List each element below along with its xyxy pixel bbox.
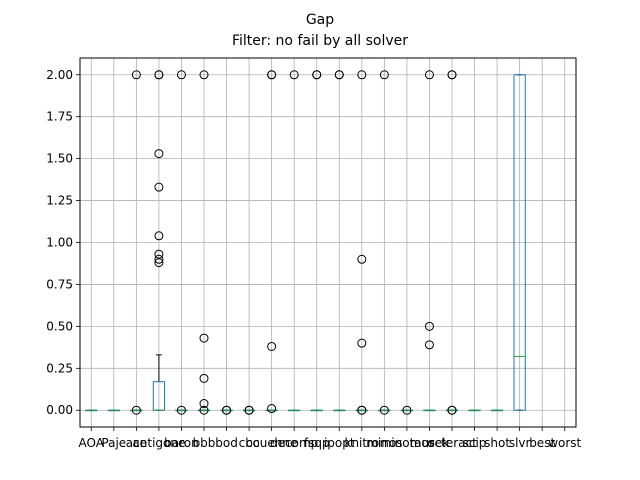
x-tick-label-cbc: cbc — [239, 436, 260, 450]
flier-point — [357, 338, 367, 348]
flier-point — [176, 70, 186, 80]
flier-point — [334, 70, 344, 80]
flier-point — [154, 70, 164, 80]
plot-frame — [79, 57, 577, 428]
flier-point — [267, 341, 277, 351]
y-tick-label: 1.50 — [46, 152, 73, 166]
x-tick-label-knitro: knitro — [345, 436, 380, 450]
x-tick-label-fsqp: fsqp — [304, 436, 330, 450]
y-tick-label: 1.75 — [46, 110, 73, 124]
x-tick-label-mosek: mosek — [410, 436, 450, 450]
x-tick-label-baron: baron — [164, 436, 199, 450]
chart-subtitle: Filter: no fail by all solver — [231, 33, 409, 49]
x-tick-label-ipopt: ipopt — [324, 436, 355, 450]
flier-point — [402, 405, 412, 415]
flier-point — [267, 70, 277, 80]
x-tick-label-minotaur: minotaur — [380, 436, 435, 450]
flier-point — [131, 70, 141, 80]
x-tick-label-shot: shot — [484, 436, 510, 450]
x-tick-label-scip: scip — [463, 436, 487, 450]
flier-point — [199, 399, 209, 409]
flier-point — [176, 405, 186, 415]
flier-point — [312, 70, 322, 80]
flier-point — [267, 404, 277, 414]
x-tick-label-worst: worst — [548, 436, 581, 450]
x-tick-label-bod: bod — [215, 436, 238, 450]
flier-point — [357, 70, 367, 80]
y-tick-label: 1.25 — [46, 194, 73, 208]
flier-point — [357, 405, 367, 415]
y-tick-label: 1.00 — [46, 236, 73, 250]
flier-point — [424, 340, 434, 350]
x-tick-label-ace: ace — [126, 436, 147, 450]
y-tick-label: 0.00 — [46, 403, 73, 417]
y-tick-label: 2.00 — [46, 68, 73, 82]
flier-point — [154, 182, 164, 192]
x-tick-label-Paje: Paje — [101, 436, 126, 450]
x-tick-label-minos: minos — [366, 436, 402, 450]
flier-point — [154, 231, 164, 241]
flier-point — [154, 254, 164, 264]
flier-point — [424, 70, 434, 80]
flier-point — [357, 254, 367, 264]
flier-point — [222, 405, 232, 415]
flier-point — [154, 149, 164, 159]
y-tick-label: 0.50 — [46, 319, 73, 333]
chart-title: Gap — [305, 12, 335, 28]
flier-point — [199, 333, 209, 343]
flier-point — [131, 405, 141, 415]
x-tick-label-decomp: decomp — [270, 436, 318, 450]
flier-point — [199, 373, 209, 383]
x-tick-label-bbb: bbb — [193, 436, 216, 450]
x-tick-label-antigone: antigone — [132, 436, 185, 450]
x-tick-label-best: best — [529, 436, 555, 450]
y-tick-label: 0.75 — [46, 277, 73, 291]
x-tick-label-octeract: octeract — [427, 436, 477, 450]
flier-point — [244, 405, 254, 415]
flier-point — [424, 321, 434, 331]
flier-point — [199, 405, 209, 415]
y-tick-label: 0.25 — [46, 361, 73, 375]
flier-point — [379, 405, 389, 415]
x-tick-label-couenne: couenne — [246, 436, 298, 450]
x-tick-label-slvr: slvr — [509, 436, 531, 450]
flier-point — [199, 70, 209, 80]
flier-point — [447, 405, 457, 415]
flier-point — [379, 70, 389, 80]
flier-point — [154, 258, 164, 268]
flier-point — [447, 70, 457, 80]
box-slvr — [513, 74, 526, 411]
flier-point — [289, 70, 299, 80]
x-tick-label-AOA: AOA — [79, 436, 105, 450]
